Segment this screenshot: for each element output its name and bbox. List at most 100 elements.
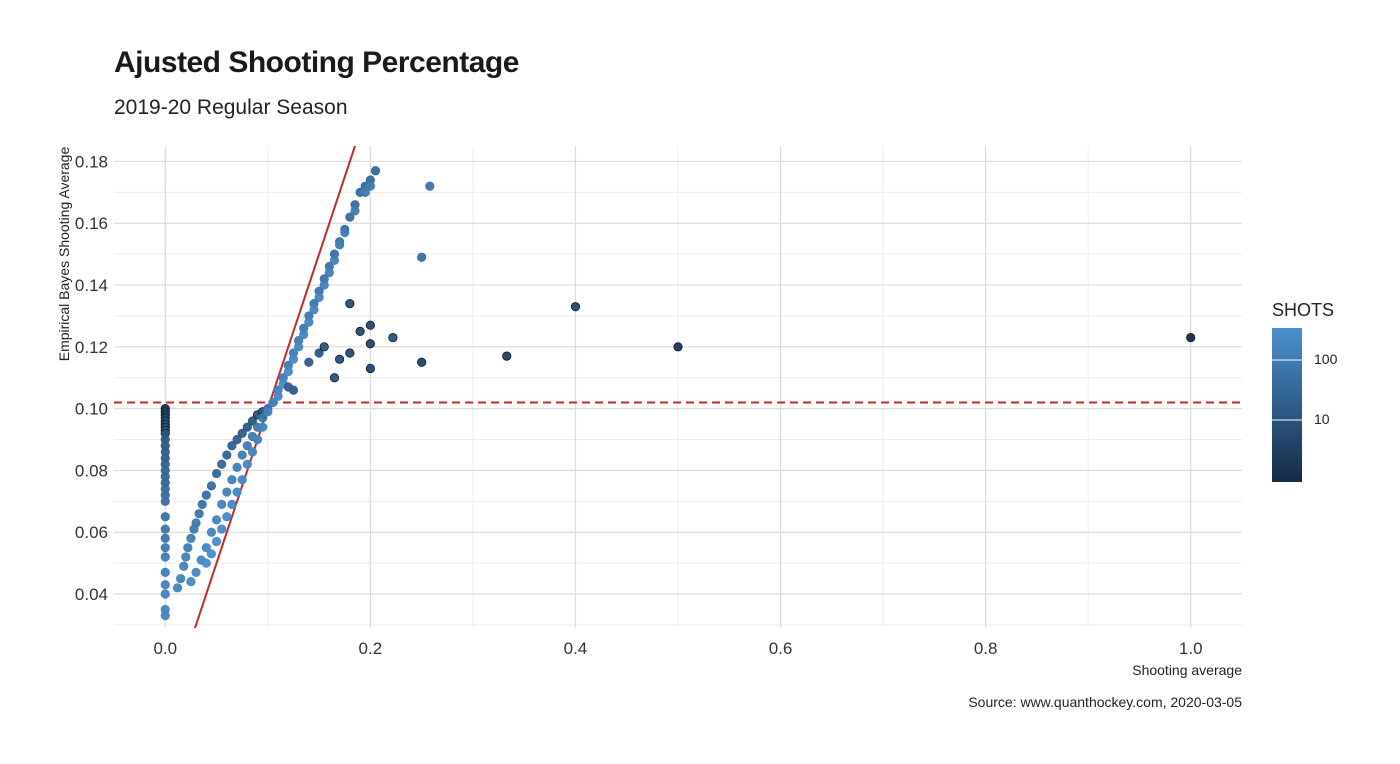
- scatter-point: [232, 434, 242, 445]
- scatter-point: [160, 543, 170, 553]
- chart-title: Ajusted Shooting Percentage: [114, 46, 519, 79]
- x-axis-label: Shooting average: [1132, 662, 1242, 678]
- scatter-point: [206, 549, 217, 559]
- y-tick-label: 0.18: [75, 152, 108, 171]
- scatter-point: [227, 499, 237, 510]
- scatter-point: [232, 462, 242, 472]
- scatter-point: [252, 434, 263, 445]
- scatter-point: [345, 212, 355, 222]
- scatter-point: [179, 561, 189, 571]
- scatter-point: [222, 450, 232, 460]
- x-tick-label: 0.4: [564, 639, 588, 658]
- y-tick-label: 0.10: [75, 400, 108, 419]
- scatter-point: [309, 305, 319, 315]
- scatter-point: [268, 397, 278, 408]
- scatter-point: [211, 515, 222, 525]
- scatter-point: [186, 533, 196, 543]
- scatter-point: [370, 166, 381, 176]
- data-points: [160, 166, 1196, 621]
- scatter-point: [350, 206, 360, 216]
- scatter-point: [319, 342, 329, 352]
- y-tick-label: 0.08: [75, 461, 108, 480]
- scatter-point: [247, 447, 258, 457]
- scatter-point: [329, 255, 340, 265]
- scatter-point: [201, 558, 211, 568]
- scatter-point: [388, 332, 398, 343]
- scatter-point: [191, 567, 201, 577]
- scatter-point: [365, 181, 375, 191]
- scatter-point: [319, 280, 329, 290]
- legend-label-10: 10: [1314, 411, 1330, 427]
- scatter-point: [211, 468, 222, 479]
- legend-colorbar: [1272, 328, 1302, 482]
- scatter-point: [570, 302, 581, 312]
- scatter-point: [365, 320, 375, 330]
- scatter-point: [160, 496, 170, 506]
- legend-label-100: 100: [1314, 351, 1338, 367]
- scatter-point: [201, 490, 211, 500]
- scatter-point: [365, 363, 375, 374]
- scatter-point: [355, 326, 365, 336]
- x-tick-label: 0.6: [769, 639, 793, 658]
- y-tick-label: 0.04: [75, 585, 108, 604]
- scatter-point: [217, 459, 227, 469]
- x-tick-label: 0.2: [359, 639, 383, 658]
- grid-lines: [114, 146, 1242, 628]
- y-tick-label: 0.14: [75, 276, 108, 295]
- scatter-point: [329, 373, 340, 383]
- scatter-point: [365, 339, 375, 349]
- scatter-point: [222, 487, 232, 497]
- scatter-point: [299, 329, 309, 340]
- scatter-point: [673, 342, 683, 352]
- scatter-point: [1186, 332, 1196, 343]
- scatter-point: [176, 573, 186, 584]
- scatter-point: [206, 527, 217, 537]
- scatter-point: [181, 552, 191, 562]
- scatter-point: [160, 512, 170, 522]
- y-tick-label: 0.12: [75, 338, 108, 357]
- scatter-point: [201, 543, 211, 553]
- scatter-point: [191, 518, 201, 528]
- scatter-point: [160, 552, 170, 562]
- scatter-point: [324, 268, 334, 278]
- scatter-point: [334, 240, 345, 250]
- scatter-point: [242, 459, 252, 469]
- scatter-point: [283, 366, 293, 377]
- scatter-point: [232, 487, 242, 497]
- scatter-point: [211, 536, 222, 547]
- scatter-point: [360, 187, 370, 197]
- scatter-point: [160, 580, 170, 590]
- scatter-point: [345, 348, 355, 358]
- legend-title: SHOTS: [1272, 300, 1335, 320]
- scatter-point: [194, 509, 204, 519]
- scatter-point: [227, 441, 237, 451]
- scatter-point: [160, 524, 170, 534]
- x-tick-label: 0.0: [153, 639, 177, 658]
- scatter-point: [183, 543, 193, 553]
- scatter-point: [237, 428, 247, 438]
- reference-lines: [114, 146, 1242, 628]
- scatter-point: [340, 227, 350, 238]
- scatter-point: [237, 450, 247, 460]
- scatter-point: [227, 475, 237, 485]
- identity-line: [193, 146, 357, 628]
- scatter-point: [160, 611, 170, 621]
- y-tick-label: 0.06: [75, 523, 108, 542]
- scatter-point: [217, 524, 227, 534]
- scatter-point: [314, 348, 324, 358]
- scatter-point: [258, 413, 268, 423]
- y-axis-ticks: 0.04 0.06 0.08 0.10 0.12 0.14 0.16 0.18: [75, 152, 108, 604]
- scatter-point: [417, 357, 427, 367]
- scatter-point: [206, 481, 217, 491]
- scatter-point: [263, 407, 273, 417]
- scatter-point: [314, 292, 324, 302]
- scatter-point: [258, 422, 268, 432]
- scatter-point: [293, 342, 304, 352]
- scatter-point: [160, 567, 170, 577]
- chart-subtitle: 2019-20 Regular Season: [114, 96, 348, 119]
- y-tick-label: 0.16: [75, 214, 108, 233]
- scatter-point: [242, 441, 252, 451]
- scatter-point: [160, 589, 170, 599]
- scatter-point: [425, 181, 435, 191]
